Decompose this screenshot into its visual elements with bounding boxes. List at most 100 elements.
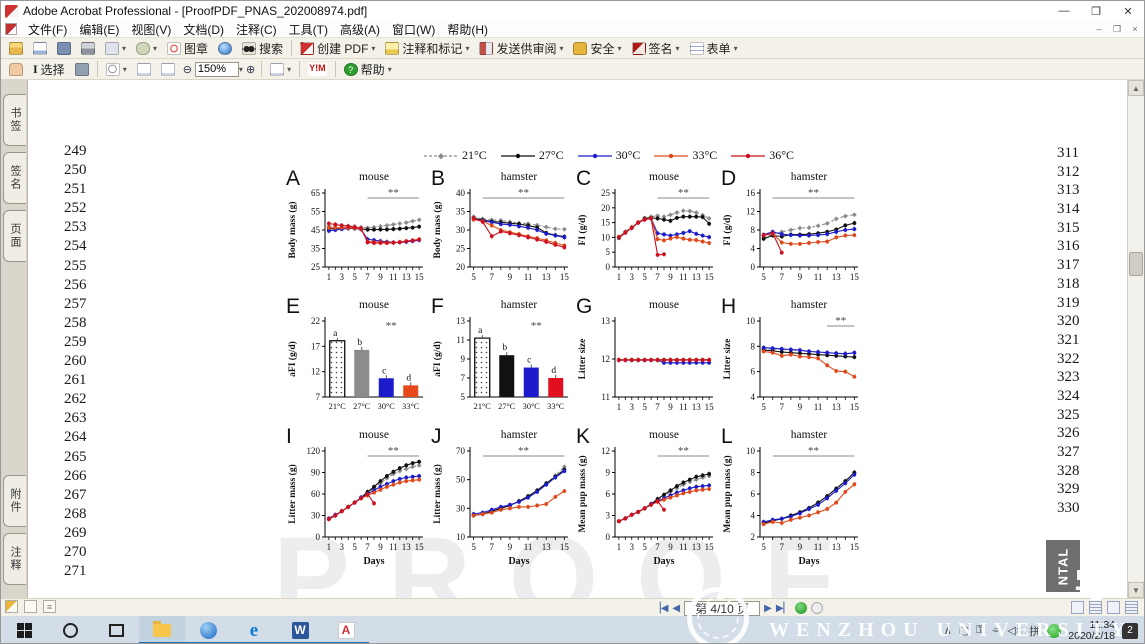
zoom-level-input[interactable]: [194, 61, 239, 77]
tray-input-icon[interactable]: 拼: [1029, 625, 1041, 638]
svg-text:7: 7: [490, 542, 495, 552]
status-gray-icon[interactable]: [811, 602, 824, 614]
tray-network-icon[interactable]: ⌯: [991, 624, 1001, 636]
hand-tool-button[interactable]: [4, 61, 28, 78]
line-number: 262: [64, 391, 87, 408]
tray-display-icon[interactable]: ▢: [958, 625, 970, 637]
dropdown-lock-button[interactable]: 安全 ▾: [568, 38, 626, 59]
sidebar-tab-签名[interactable]: 签名: [3, 152, 26, 204]
close-button[interactable]: ✕: [1123, 5, 1133, 18]
restore-button[interactable]: ❐: [1091, 5, 1101, 18]
doc-minimize-button[interactable]: –: [1096, 24, 1102, 34]
line-number: 260: [64, 353, 87, 370]
start-button[interactable]: [1, 616, 47, 643]
svg-text:hamster: hamster: [501, 429, 538, 441]
single-page-view-icon[interactable]: [1071, 601, 1084, 614]
copy-button[interactable]: ▾: [100, 40, 131, 57]
搜索-button[interactable]: 搜索: [237, 38, 288, 59]
图章-button[interactable]: 图章: [162, 38, 213, 59]
dropdown-acro-button[interactable]: 创建 PDF ▾: [295, 38, 380, 59]
cortana-button[interactable]: [47, 616, 93, 643]
dropdown-form-button[interactable]: 表单 ▾: [685, 38, 743, 59]
sidebar-tab-附件[interactable]: 附件: [3, 475, 26, 527]
menu-item-4[interactable]: 注释(C): [236, 22, 277, 37]
scroll-down-arrow[interactable]: ▼: [1128, 582, 1144, 598]
menu-item-7[interactable]: 窗口(W): [392, 22, 436, 37]
sidebar-tab-书签[interactable]: 书签: [3, 94, 26, 146]
continuous-view-icon[interactable]: [1089, 601, 1102, 614]
acrobat-taskbar-button[interactable]: A: [323, 616, 369, 643]
document-page[interactable]: PROOF 249 250 251 252 253 254 255 256 257 258 259 2…: [28, 80, 1127, 598]
status-green-icon[interactable]: [795, 602, 808, 614]
help-button[interactable]: ? 帮助 ▾: [339, 59, 397, 80]
doc-button[interactable]: [28, 40, 52, 57]
line-number: 325: [1057, 406, 1080, 423]
zoom-tool-button[interactable]: ▾: [101, 61, 132, 78]
menu-item-2[interactable]: 视图(V): [131, 22, 172, 37]
svg-text:aFI (g/d): aFI (g/d): [287, 341, 298, 377]
tray-clock[interactable]: 11:34 2020/2/18: [1068, 618, 1115, 642]
page-indicator[interactable]: 第 4/10 页: [684, 600, 761, 616]
menu-item-0[interactable]: 文件(F): [28, 22, 68, 37]
yim-button[interactable]: Y!M: [303, 61, 332, 78]
svg-text:E: E: [286, 295, 300, 318]
dropdown-pen-button[interactable]: 签名 ▾: [627, 38, 685, 59]
svg-text:5: 5: [471, 272, 476, 282]
svg-text:3: 3: [630, 402, 635, 412]
page-display-button[interactable]: ▾: [265, 61, 296, 78]
menu-item-6[interactable]: 高级(A): [340, 22, 380, 37]
continuous-facing-view-icon[interactable]: [1125, 601, 1138, 614]
select-tool-button[interactable]: I 选择: [33, 61, 65, 77]
facing-view-icon[interactable]: [1107, 601, 1120, 614]
fit-page-button[interactable]: [156, 61, 180, 78]
next-page-button[interactable]: ▶: [764, 602, 772, 614]
dropdown-note-button[interactable]: 注释和标记 ▾: [380, 38, 474, 59]
zoom-in-button[interactable]: ⊕: [245, 63, 256, 76]
svg-text:10: 10: [746, 446, 756, 456]
dropdown-send-button[interactable]: 发送供审阅 ▾: [474, 38, 568, 59]
layers-status-icon[interactable]: ≡: [43, 600, 56, 613]
open-button[interactable]: [4, 40, 28, 57]
doc-close-button[interactable]: ×: [1132, 24, 1138, 34]
snapshot-button[interactable]: [70, 61, 94, 78]
svg-text:17: 17: [311, 341, 321, 351]
scroll-thumb[interactable]: [1129, 252, 1143, 276]
minimize-button[interactable]: —: [1058, 5, 1070, 17]
print-button[interactable]: [76, 40, 100, 57]
word-button[interactable]: W: [277, 616, 323, 643]
doc-restore-button[interactable]: ❐: [1112, 23, 1122, 34]
link-button[interactable]: ▾: [131, 40, 162, 57]
globe-button[interactable]: [213, 40, 237, 57]
save-button[interactable]: [52, 40, 76, 57]
tray-expand-icon[interactable]: ∧: [943, 625, 952, 637]
menu-item-5[interactable]: 工具(T): [288, 22, 328, 37]
menu-item-3[interactable]: 文档(D): [183, 22, 224, 37]
zoom-out-button[interactable]: ⊖: [182, 63, 192, 76]
svg-text:F: F: [431, 295, 444, 318]
line-number: 254: [64, 238, 87, 255]
notification-badge[interactable]: 2: [1122, 622, 1138, 639]
wechat-icon[interactable]: [1047, 623, 1062, 638]
menu-item-1[interactable]: 编辑(E): [79, 22, 120, 37]
tray-volume-icon[interactable]: ◁×: [1007, 625, 1023, 637]
sidebar-tab-注释[interactable]: 注释: [3, 533, 26, 585]
actual-size-button[interactable]: [132, 61, 156, 78]
svg-text:9: 9: [378, 542, 383, 552]
last-page-button[interactable]: ▶▏: [775, 602, 792, 614]
edge-button[interactable]: e: [231, 616, 277, 643]
file-explorer-button[interactable]: [139, 616, 185, 643]
vertical-scrollbar[interactable]: ▲ ▼: [1127, 80, 1144, 598]
tray-security-icon[interactable]: ⚿: [976, 624, 985, 636]
zoom-dropdown-caret[interactable]: ▾: [238, 64, 243, 74]
first-page-button[interactable]: ▕◀: [653, 602, 669, 614]
svg-text:**: **: [531, 320, 542, 332]
prev-page-button[interactable]: ◀: [672, 602, 681, 614]
signature-status-icon[interactable]: [5, 600, 18, 613]
app-sphere-button[interactable]: [185, 616, 231, 643]
scroll-up-arrow[interactable]: ▲: [1128, 80, 1144, 96]
page-status-icon[interactable]: [24, 600, 37, 613]
svg-text:hamster: hamster: [501, 171, 538, 183]
task-view-button[interactable]: [93, 616, 139, 643]
sidebar-tab-页面[interactable]: 页面: [3, 210, 26, 262]
menu-item-8[interactable]: 帮助(H): [447, 22, 488, 37]
